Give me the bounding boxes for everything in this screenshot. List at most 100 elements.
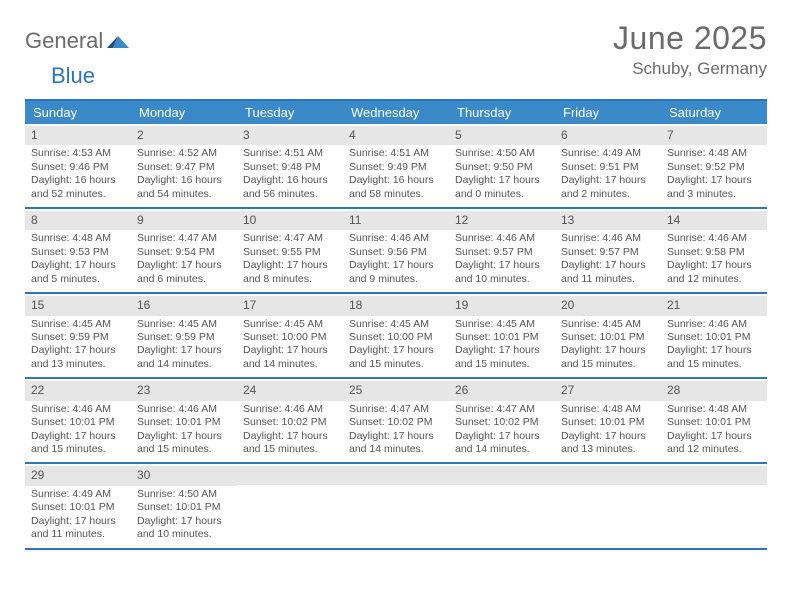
day-number-band (237, 466, 343, 485)
sunrise-text: Sunrise: 4:46 AM (31, 403, 125, 416)
daylight-text: Daylight: 17 hours (243, 430, 337, 443)
daylight-text: and 12 minutes. (667, 443, 761, 456)
daylight-text: Daylight: 17 hours (137, 259, 231, 272)
daylight-text: Daylight: 17 hours (455, 259, 549, 272)
day-cell: 16Sunrise: 4:45 AMSunset: 9:59 PMDayligh… (131, 294, 237, 377)
day-number: 21 (661, 296, 767, 315)
sunset-text: Sunset: 9:59 PM (31, 331, 125, 344)
sunset-text: Sunset: 10:01 PM (137, 416, 231, 429)
day-number: 2 (131, 126, 237, 145)
sunrise-text: Sunrise: 4:45 AM (31, 318, 125, 331)
daylight-text: and 11 minutes. (31, 528, 125, 541)
daylight-text: and 15 minutes. (349, 358, 443, 371)
sunrise-text: Sunrise: 4:46 AM (561, 232, 655, 245)
day-cell: 22Sunrise: 4:46 AMSunset: 10:01 PMDaylig… (25, 379, 131, 462)
day-cell: 18Sunrise: 4:45 AMSunset: 10:00 PMDaylig… (343, 294, 449, 377)
sunrise-text: Sunrise: 4:47 AM (243, 232, 337, 245)
day-number: 30 (131, 466, 237, 485)
day-cell: 5Sunrise: 4:50 AMSunset: 9:50 PMDaylight… (449, 124, 555, 207)
week-row: 15Sunrise: 4:45 AMSunset: 9:59 PMDayligh… (25, 294, 767, 379)
sunset-text: Sunset: 9:59 PM (137, 331, 231, 344)
brand-word-2: Blue (51, 63, 95, 88)
daylight-text: and 5 minutes. (31, 273, 125, 286)
daylight-text: and 14 minutes. (137, 358, 231, 371)
day-cell: 21Sunrise: 4:46 AMSunset: 10:01 PMDaylig… (661, 294, 767, 377)
day-number: 14 (661, 211, 767, 230)
week-row: 8Sunrise: 4:48 AMSunset: 9:53 PMDaylight… (25, 209, 767, 294)
dow-monday: Monday (131, 101, 237, 124)
daylight-text: Daylight: 17 hours (667, 259, 761, 272)
sunset-text: Sunset: 10:01 PM (137, 501, 231, 514)
daylight-text: Daylight: 17 hours (243, 344, 337, 357)
sunset-text: Sunset: 9:58 PM (667, 246, 761, 259)
day-number: 5 (449, 126, 555, 145)
daylight-text: and 14 minutes. (455, 443, 549, 456)
daylight-text: Daylight: 17 hours (455, 430, 549, 443)
sunrise-text: Sunrise: 4:51 AM (349, 147, 443, 160)
day-number: 1 (25, 126, 131, 145)
sunrise-text: Sunrise: 4:48 AM (667, 403, 761, 416)
sunrise-text: Sunrise: 4:49 AM (31, 488, 125, 501)
sunrise-text: Sunrise: 4:45 AM (137, 318, 231, 331)
daylight-text: and 10 minutes. (137, 528, 231, 541)
day-number-band (449, 466, 555, 485)
day-cell: 29Sunrise: 4:49 AMSunset: 10:01 PMDaylig… (25, 464, 131, 547)
daylight-text: Daylight: 17 hours (561, 430, 655, 443)
daylight-text: Daylight: 16 hours (137, 174, 231, 187)
sunrise-text: Sunrise: 4:47 AM (349, 403, 443, 416)
daylight-text: and 10 minutes. (455, 273, 549, 286)
daylight-text: Daylight: 17 hours (31, 259, 125, 272)
sunset-text: Sunset: 9:56 PM (349, 246, 443, 259)
day-number: 22 (25, 381, 131, 400)
day-number: 23 (131, 381, 237, 400)
daylight-text: and 11 minutes. (561, 273, 655, 286)
daylight-text: Daylight: 17 hours (455, 174, 549, 187)
sunset-text: Sunset: 9:54 PM (137, 246, 231, 259)
sunrise-text: Sunrise: 4:50 AM (137, 488, 231, 501)
day-number: 9 (131, 211, 237, 230)
sunset-text: Sunset: 9:53 PM (31, 246, 125, 259)
day-number: 26 (449, 381, 555, 400)
sunrise-text: Sunrise: 4:47 AM (137, 232, 231, 245)
daylight-text: Daylight: 17 hours (349, 259, 443, 272)
day-number: 3 (237, 126, 343, 145)
sunrise-text: Sunrise: 4:48 AM (561, 403, 655, 416)
sunrise-text: Sunrise: 4:52 AM (137, 147, 231, 160)
day-cell: 17Sunrise: 4:45 AMSunset: 10:00 PMDaylig… (237, 294, 343, 377)
day-number: 4 (343, 126, 449, 145)
day-number: 12 (449, 211, 555, 230)
week-row: 1Sunrise: 4:53 AMSunset: 9:46 PMDaylight… (25, 124, 767, 209)
week-row: 22Sunrise: 4:46 AMSunset: 10:01 PMDaylig… (25, 379, 767, 464)
daylight-text: Daylight: 17 hours (667, 174, 761, 187)
sunset-text: Sunset: 10:00 PM (243, 331, 337, 344)
day-number: 15 (25, 296, 131, 315)
day-number: 17 (237, 296, 343, 315)
sunset-text: Sunset: 10:02 PM (455, 416, 549, 429)
sunset-text: Sunset: 10:02 PM (243, 416, 337, 429)
sunrise-text: Sunrise: 4:46 AM (243, 403, 337, 416)
dow-tuesday: Tuesday (237, 101, 343, 124)
daylight-text: and 54 minutes. (137, 188, 231, 201)
sunset-text: Sunset: 10:01 PM (455, 331, 549, 344)
sunset-text: Sunset: 10:01 PM (561, 416, 655, 429)
dow-saturday: Saturday (661, 101, 767, 124)
sunset-text: Sunset: 10:01 PM (667, 331, 761, 344)
daylight-text: and 14 minutes. (243, 358, 337, 371)
day-number-band (343, 466, 449, 485)
daylight-text: Daylight: 16 hours (31, 174, 125, 187)
daylight-text: and 15 minutes. (137, 443, 231, 456)
dow-wednesday: Wednesday (343, 101, 449, 124)
daylight-text: Daylight: 17 hours (561, 259, 655, 272)
day-number: 25 (343, 381, 449, 400)
day-cell: 28Sunrise: 4:48 AMSunset: 10:01 PMDaylig… (661, 379, 767, 462)
day-cell: 2Sunrise: 4:52 AMSunset: 9:47 PMDaylight… (131, 124, 237, 207)
week-row: 29Sunrise: 4:49 AMSunset: 10:01 PMDaylig… (25, 464, 767, 549)
day-cell: 20Sunrise: 4:45 AMSunset: 10:01 PMDaylig… (555, 294, 661, 377)
sunrise-text: Sunrise: 4:50 AM (455, 147, 549, 160)
day-number: 13 (555, 211, 661, 230)
day-cell: 10Sunrise: 4:47 AMSunset: 9:55 PMDayligh… (237, 209, 343, 292)
daylight-text: Daylight: 17 hours (349, 430, 443, 443)
daylight-text: and 13 minutes. (561, 443, 655, 456)
sunrise-text: Sunrise: 4:48 AM (31, 232, 125, 245)
day-number: 29 (25, 466, 131, 485)
